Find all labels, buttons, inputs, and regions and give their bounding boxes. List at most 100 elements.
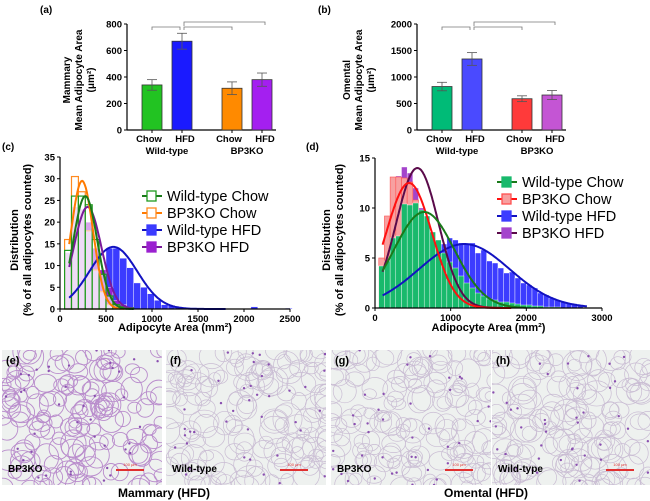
adipocyte-cell — [314, 439, 326, 470]
adipocyte-cell — [555, 454, 580, 478]
adipocyte-cell — [60, 438, 85, 458]
gaussian-fit-curve — [68, 205, 134, 310]
adipocyte-cell — [233, 451, 257, 478]
adipocyte-cell — [248, 362, 274, 392]
legend-label: Wild-type HFD — [522, 209, 616, 225]
nucleus — [504, 452, 507, 456]
y-tick-label: 20 — [44, 218, 55, 229]
adipocyte-cell — [26, 385, 40, 400]
adipocyte-cell — [49, 350, 64, 362]
legend-swatch — [146, 224, 157, 236]
nucleus — [294, 420, 297, 424]
x-tick-label: HFD — [465, 134, 485, 145]
adipocyte-cell — [566, 382, 587, 402]
nucleus — [448, 376, 451, 379]
adipocyte-cell — [353, 433, 370, 449]
nucleus — [246, 428, 250, 431]
adipocyte-cell — [434, 473, 452, 485]
adipocyte-cell — [493, 355, 520, 379]
y-tick-label: 0 — [50, 305, 55, 316]
adipocyte-cell — [614, 467, 629, 479]
adipocyte-cell — [572, 383, 598, 406]
adipocyte-cell — [367, 444, 382, 455]
adipocyte-cell — [97, 357, 112, 371]
histogram-bar — [526, 284, 533, 309]
adipocyte-cell — [596, 433, 612, 451]
nucleus — [267, 394, 271, 398]
nucleus — [363, 393, 367, 396]
adipocyte-cell — [546, 375, 571, 398]
micrograph-g: (g) BP3KO 100 μm — [331, 350, 491, 485]
adipocyte-cell — [101, 380, 126, 403]
adipocyte-cell — [344, 465, 371, 485]
adipocyte-cell — [319, 462, 326, 477]
adipocyte-cell — [387, 369, 406, 385]
nucleus — [47, 369, 50, 373]
nucleus — [414, 456, 417, 459]
nucleus — [395, 471, 398, 474]
adipocyte-cell — [17, 350, 42, 365]
histogram-bar — [154, 300, 162, 310]
adipocyte-cell — [139, 472, 158, 485]
adipocyte-cell — [94, 395, 119, 416]
nucleus — [107, 350, 111, 352]
adipocyte-cell — [214, 350, 233, 363]
y-tick-label: 10 — [359, 204, 370, 215]
bar — [431, 86, 453, 131]
group-label: Wild-type — [146, 146, 189, 157]
nucleus — [458, 375, 462, 379]
adipocyte-cell — [331, 368, 344, 385]
nucleus — [156, 359, 159, 363]
adipocyte-cell — [114, 410, 131, 427]
nucleus — [109, 361, 112, 365]
nucleus — [138, 425, 142, 429]
adipocyte-cell — [508, 375, 538, 405]
nucleus — [217, 379, 220, 382]
nucleus — [109, 474, 112, 477]
adipocyte-cell — [38, 392, 57, 407]
scale-bar-label: 100 μm — [287, 462, 301, 467]
adipocyte-cell — [258, 435, 274, 450]
adipocyte-cell — [332, 379, 357, 404]
adipocyte-cell — [526, 354, 552, 380]
adipocyte-cell — [352, 350, 377, 373]
nucleus — [251, 352, 255, 355]
adipocyte-cell — [227, 424, 255, 455]
adipocyte-cell — [95, 354, 115, 370]
adipocyte-cell — [2, 449, 23, 471]
adipocyte-cell — [428, 451, 453, 471]
adipocyte-cell — [331, 417, 348, 434]
adipocyte-cell — [49, 414, 64, 429]
adipocyte-cell — [21, 479, 40, 485]
adipocyte-cell — [234, 356, 263, 381]
adipocyte-cell — [273, 351, 300, 380]
adipocyte-cell — [48, 437, 70, 460]
adipocyte-cell — [54, 354, 75, 372]
nucleus — [428, 354, 432, 358]
nucleus — [69, 473, 72, 476]
y-tick-label: 25 — [44, 196, 55, 207]
adipocyte-cell — [304, 361, 319, 375]
panel-label: (f) — [170, 355, 181, 367]
adipocyte-cell — [331, 413, 341, 428]
nucleus — [118, 370, 121, 373]
adipocyte-cell — [110, 350, 126, 359]
adipocyte-cell — [371, 350, 395, 368]
nucleus — [426, 468, 430, 472]
adipocyte-cell — [174, 392, 202, 416]
adipocyte-cell — [276, 364, 302, 384]
adipocyte-cell — [500, 467, 521, 485]
genotype-label: BP3KO — [8, 464, 43, 475]
legend-label: BP3KO Chow — [522, 192, 612, 208]
x-tick-label: 1000 — [440, 313, 461, 324]
nucleus — [617, 414, 620, 418]
adipocyte-cell — [66, 463, 86, 479]
adipocyte-cell — [70, 404, 89, 420]
adipocyte-cell — [18, 350, 45, 372]
adipocyte-cell — [597, 436, 624, 464]
panel-label: (h) — [496, 355, 511, 367]
adipocyte-cell — [9, 455, 34, 482]
nucleus — [515, 467, 518, 470]
adipocyte-cell — [150, 386, 162, 405]
nucleus — [128, 442, 131, 445]
